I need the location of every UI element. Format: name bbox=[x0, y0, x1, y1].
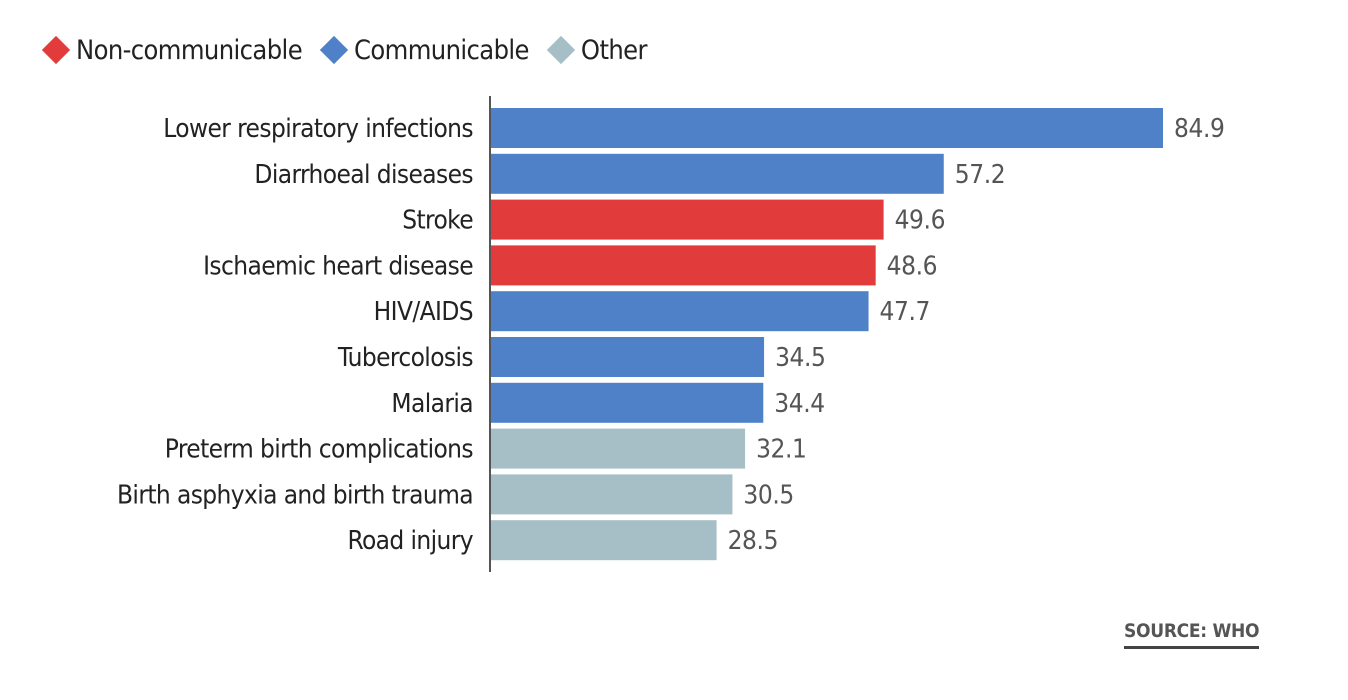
value-label: 84.9 bbox=[1174, 114, 1224, 144]
legend-label: Other bbox=[580, 34, 648, 66]
category-label: Road injury bbox=[347, 526, 473, 556]
value-label: 34.5 bbox=[775, 343, 825, 373]
value-label: 49.6 bbox=[895, 206, 945, 236]
legend-item-noncommunicable: Non-communicable bbox=[41, 34, 303, 66]
category-label: Preterm birth complications bbox=[165, 435, 474, 465]
bar bbox=[491, 474, 733, 515]
value-label: 34.4 bbox=[774, 389, 824, 419]
category-label: Malaria bbox=[391, 389, 473, 419]
bar bbox=[491, 337, 765, 377]
category-label: Tubercolosis bbox=[337, 343, 474, 373]
source-credit: SOURCE: WHO bbox=[1124, 620, 1260, 649]
category-label: Lower respiratory infections bbox=[163, 114, 473, 144]
value-label: 30.5 bbox=[743, 480, 793, 510]
legend-item-other: Other bbox=[546, 34, 648, 66]
value-label: 32.1 bbox=[756, 435, 806, 465]
legend-item-communicable: Communicable bbox=[319, 34, 530, 66]
bar bbox=[491, 382, 764, 423]
value-label: 28.5 bbox=[728, 526, 778, 556]
bar bbox=[491, 245, 876, 286]
bar bbox=[491, 291, 869, 332]
value-label: 57.2 bbox=[955, 160, 1005, 190]
bar bbox=[491, 428, 746, 469]
value-label: 48.6 bbox=[887, 251, 937, 281]
category-label: HIV/AIDS bbox=[374, 297, 473, 327]
category-label: Stroke bbox=[402, 206, 473, 236]
bar bbox=[491, 153, 944, 194]
bar bbox=[491, 520, 717, 561]
chart-legend: Non-communicable Communicable Other bbox=[41, 30, 665, 70]
category-label: Birth asphyxia and birth trauma bbox=[117, 480, 473, 510]
category-label: Ischaemic heart disease bbox=[203, 251, 473, 281]
bar bbox=[491, 108, 1163, 148]
category-label: Diarrhoeal diseases bbox=[254, 160, 473, 190]
bar bbox=[491, 199, 884, 240]
legend-label: Non-communicable bbox=[76, 34, 303, 66]
value-label: 47.7 bbox=[880, 297, 930, 327]
legend-label: Communicable bbox=[354, 34, 529, 66]
